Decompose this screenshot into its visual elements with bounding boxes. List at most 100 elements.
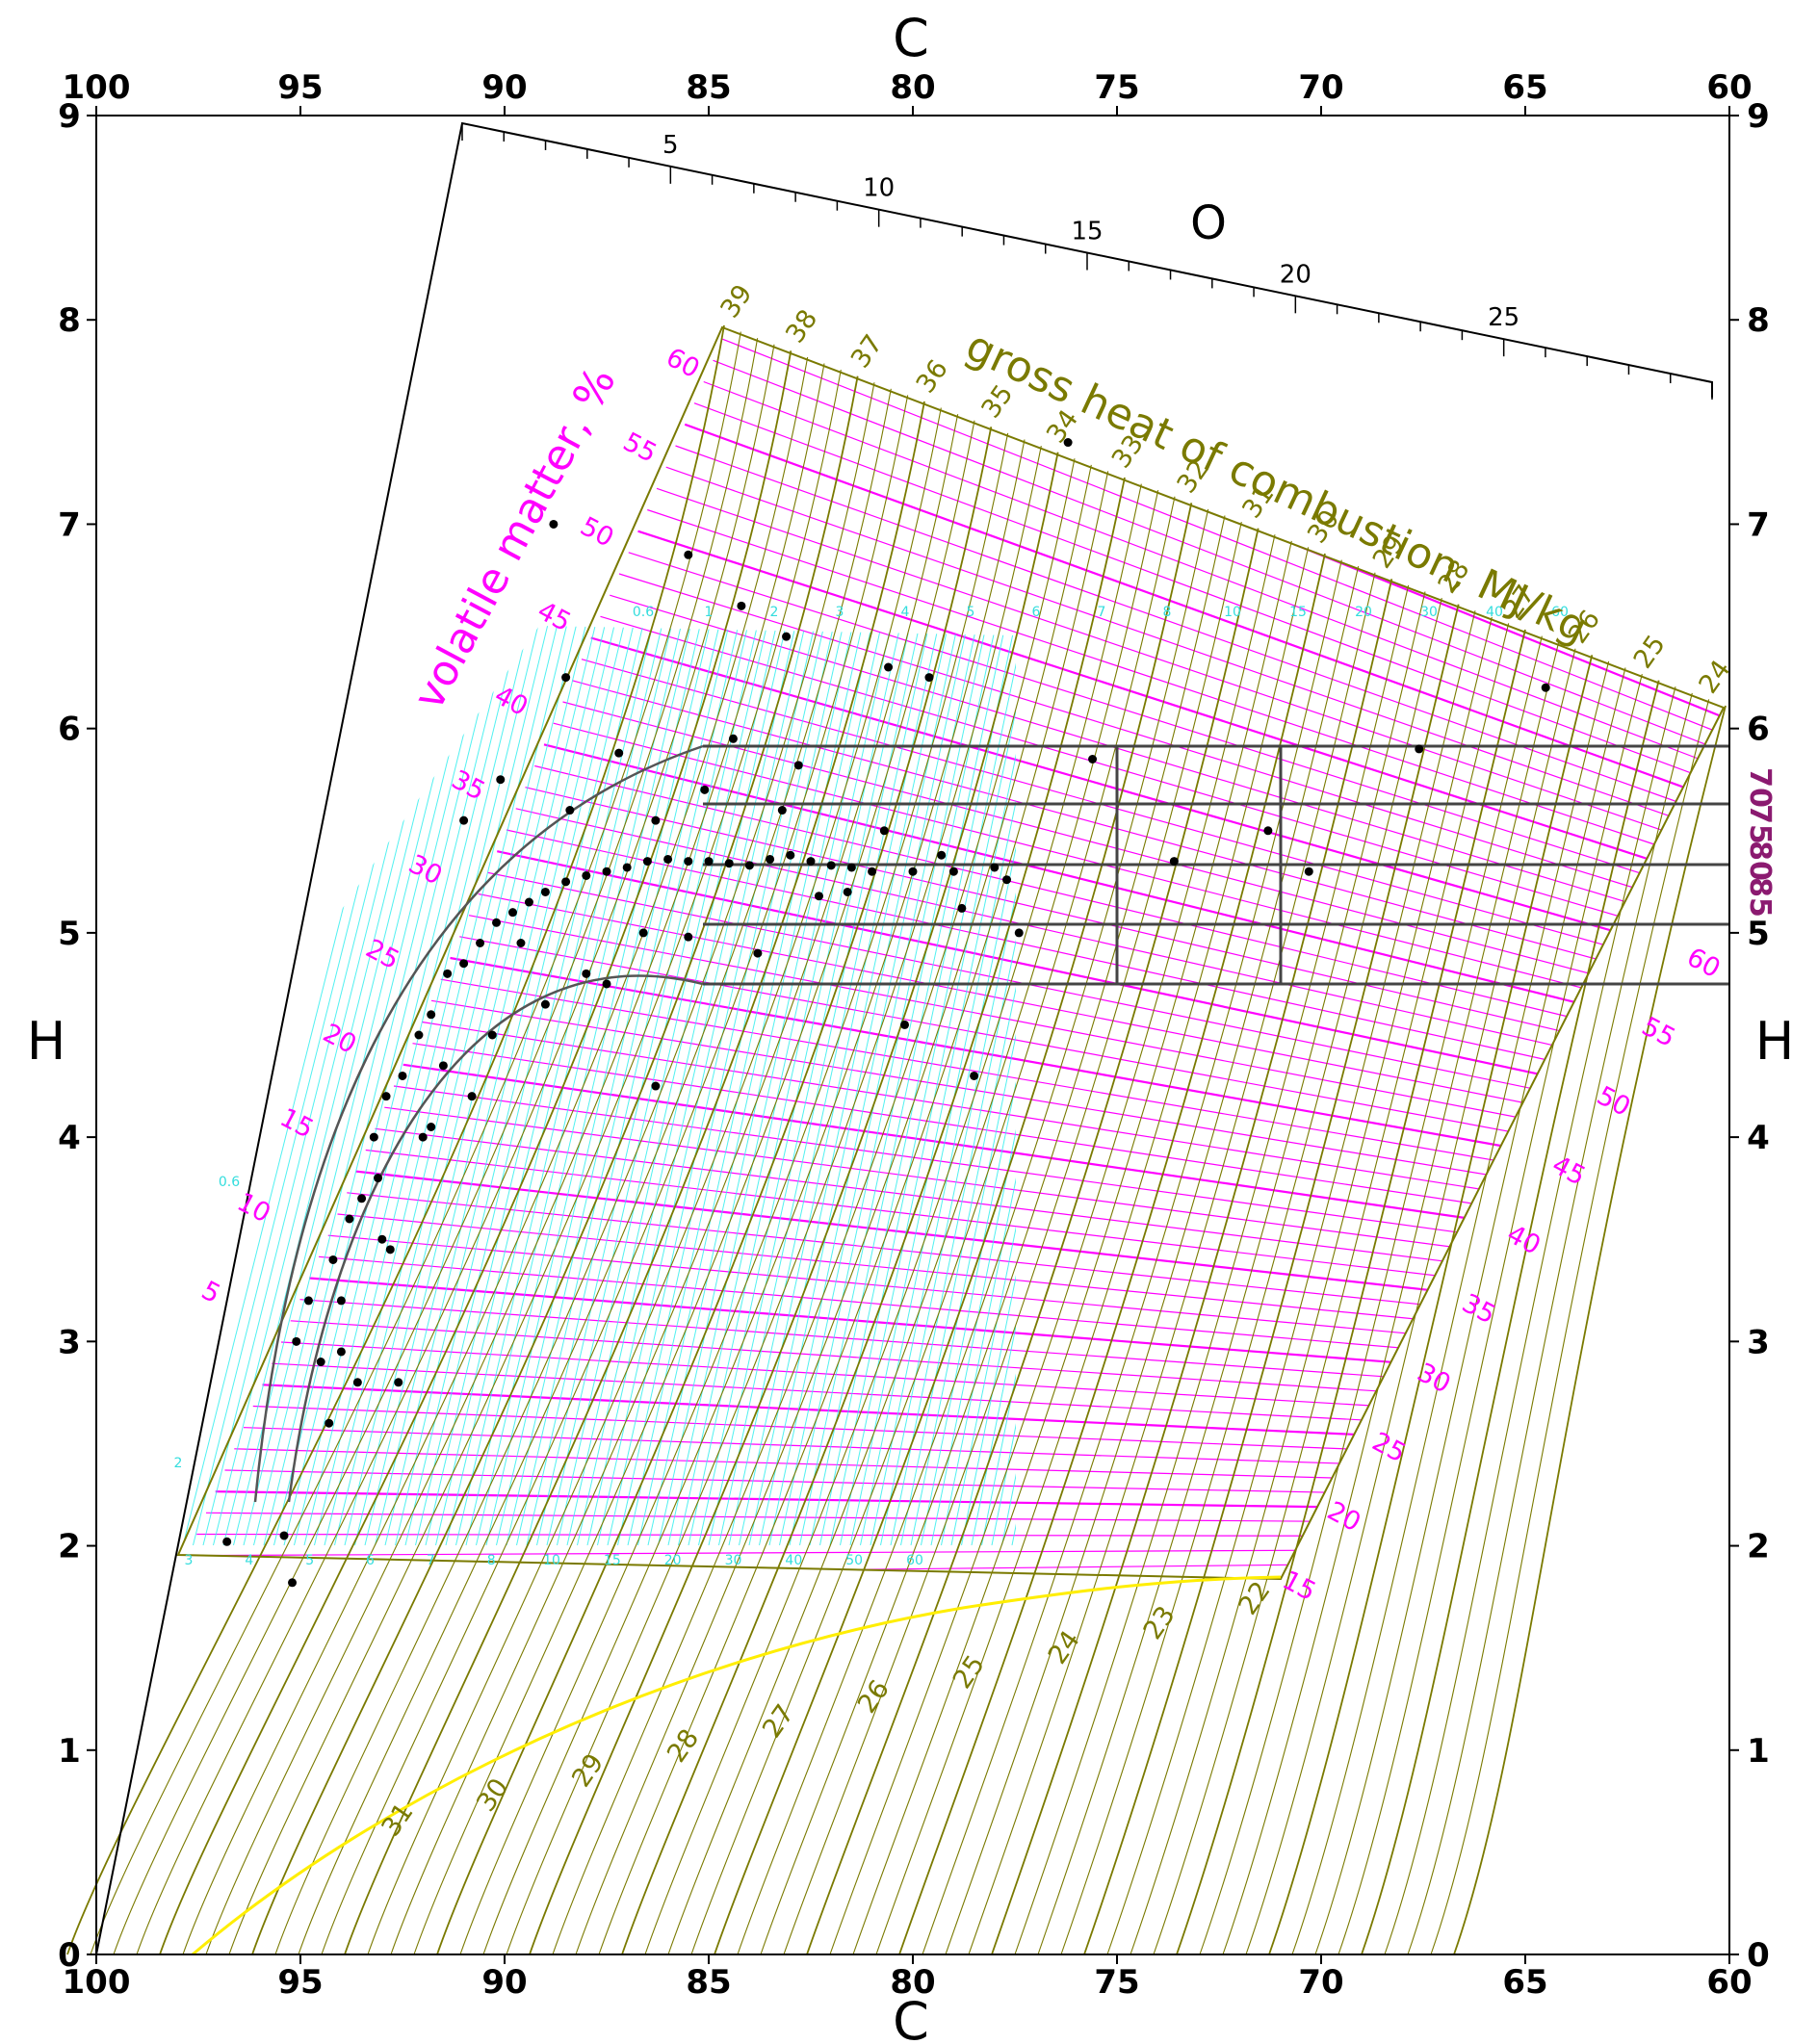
heat-grid-curve: [1338, 673, 1643, 1955]
cyan-label-bottom: 20: [664, 1553, 682, 1568]
data-point: [394, 1378, 403, 1387]
cyan-grid-line: [789, 626, 987, 1545]
data-point: [724, 859, 734, 868]
volatile-grid-line: [572, 680, 1605, 963]
heat-label-lower: 26: [852, 1674, 896, 1719]
volatile-label-upper: 40: [489, 681, 532, 723]
cyan-grid-line: [566, 626, 777, 1545]
data-point-layer: [222, 438, 1550, 1588]
heat-label-lower: 22: [1233, 1576, 1276, 1620]
cyan-grid-line: [658, 626, 863, 1545]
volatile-grid-line: [610, 594, 1633, 905]
heat-grid-curve: [529, 452, 1059, 1955]
y-tick-label-right: 2: [1747, 1528, 1770, 1566]
cyan-grid-line: [809, 626, 1006, 1545]
volatile-grid-line: [553, 722, 1592, 991]
data-point: [908, 867, 918, 876]
data-point: [565, 806, 575, 815]
data-point: [540, 999, 550, 1009]
heat-grid-curve: [1037, 591, 1426, 1955]
cyan-grid-line: [779, 626, 977, 1545]
cyan-grid-line: [799, 626, 997, 1545]
data-point: [879, 826, 889, 836]
volatile-grid-line: [656, 487, 1669, 833]
data-point: [549, 519, 558, 529]
cyan-grid-line: [759, 626, 958, 1545]
cyan-grid-line: [415, 626, 635, 1545]
x-tick-label-bottom: 100: [63, 1963, 131, 2002]
data-point: [524, 897, 533, 907]
oxygen-axis-title: O: [1190, 196, 1227, 250]
volatile-grid-line: [543, 743, 1585, 1006]
data-point: [622, 863, 632, 872]
cyan-grid-line: [526, 626, 740, 1545]
volatile-label-lower: 30: [1413, 1358, 1456, 1400]
heat-label-upper: 38: [780, 304, 823, 349]
cyan-label-bottom: 50: [845, 1553, 863, 1568]
data-point: [900, 1020, 910, 1029]
data-point: [582, 870, 591, 880]
heat-grid-border: [176, 325, 1726, 1581]
volatile-grid-line: [403, 1063, 1480, 1222]
cyan-label-top: 2: [770, 605, 779, 620]
data-point: [427, 1123, 436, 1131]
cyan-grid-line: [425, 626, 644, 1545]
data-point: [782, 632, 792, 641]
cyan-grid-line: [678, 626, 882, 1545]
cyan-grid-line: [890, 626, 1016, 1545]
cyan-grid-line: [971, 626, 1016, 1545]
heat-label-upper: 39: [714, 279, 758, 323]
volatile-grid-line: [713, 359, 1710, 747]
data-point: [728, 734, 738, 743]
cyan-grid-line: [617, 626, 825, 1545]
volatile-grid-line: [290, 1320, 1396, 1393]
heat-grid-curve: [159, 350, 792, 1955]
volatile-grid-line: [280, 1341, 1389, 1408]
x-tick-label-bottom: 95: [277, 1963, 323, 2002]
heat-grid-curve: [1130, 616, 1493, 1955]
data-point: [292, 1336, 301, 1346]
cyan-grid-line: [404, 626, 625, 1545]
data-point: [651, 1081, 661, 1091]
heat-grid-curve: [829, 534, 1276, 1955]
cyan-grid-line: [748, 626, 948, 1545]
data-point: [1014, 928, 1024, 938]
data-point: [937, 850, 947, 860]
oxygen-tick-label: 15: [1071, 218, 1103, 246]
cyan-grid-line: [637, 626, 844, 1545]
oxygen-tick-label: 5: [662, 131, 679, 160]
right-edge-label: 70: [1743, 767, 1777, 808]
heat-grid-curve: [274, 382, 875, 1955]
heat-grid-curve: [251, 375, 859, 1955]
cyan-grid-line: [354, 626, 577, 1545]
right-edge-label: 85: [1743, 877, 1777, 918]
cyan-grid-line: [294, 626, 520, 1545]
cyan-grid-line: [1052, 626, 1234, 1545]
heat-grid-curve: [690, 496, 1176, 1955]
heat-grid-curve: [714, 503, 1193, 1955]
cyan-grid-line: [921, 626, 1016, 1545]
data-point: [704, 857, 714, 867]
cyan-label-top: 8: [1163, 605, 1172, 620]
heat-grid-curve: [991, 579, 1393, 1955]
cyan-grid-line: [364, 626, 586, 1545]
y-axis-title-left: H: [27, 1011, 66, 1072]
cyan-label-top: 60: [1551, 605, 1569, 620]
heat-grid: [66, 324, 1727, 1955]
cyan-grid-line: [485, 626, 701, 1545]
data-point: [744, 861, 754, 870]
volatile-label-upper: 5: [196, 1276, 225, 1309]
rank-band-curves: [253, 744, 704, 1503]
volatile-grid-line: [497, 850, 1549, 1077]
cyan-grid-line: [344, 626, 567, 1545]
heat-grid-curve: [1060, 597, 1442, 1955]
data-point: [303, 1296, 313, 1306]
cyan-grid-line: [829, 626, 1016, 1545]
heat-grid-curve: [1430, 699, 1710, 1955]
volatile-label-upper: 10: [232, 1187, 275, 1229]
volatile-grid-line: [422, 1021, 1493, 1192]
heat-grid-curve: [1176, 629, 1526, 1955]
cyan-grid-line: [283, 626, 510, 1545]
volatile-grid-line: [600, 615, 1626, 919]
data-point: [540, 887, 550, 896]
